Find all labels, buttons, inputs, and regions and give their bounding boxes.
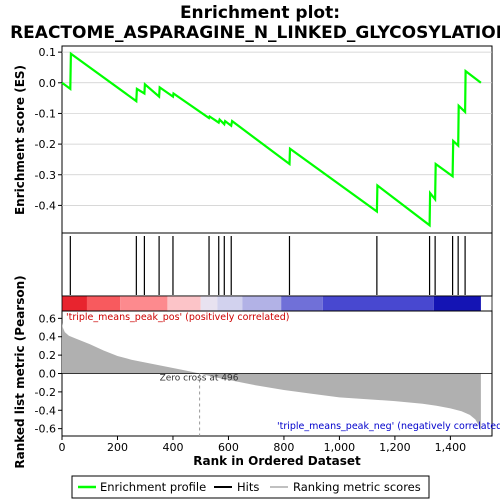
zero-cross-label: Zero cross at 496 bbox=[160, 374, 239, 384]
colorbar-segment bbox=[86, 296, 121, 311]
es-ytick-label: -0.3 bbox=[35, 169, 56, 182]
legend: Enrichment profile Hits Ranking metric s… bbox=[71, 475, 430, 499]
hits-panel-frame bbox=[61, 232, 493, 297]
x-tick-label: 1,400 bbox=[435, 441, 467, 454]
ranking-metric-area bbox=[62, 322, 481, 431]
x-tick-label: 1,200 bbox=[379, 441, 411, 454]
legend-hits-label: Hits bbox=[237, 480, 259, 494]
metric-ytick-label: 0.0 bbox=[39, 368, 57, 381]
colorbar-segment bbox=[242, 296, 282, 311]
metric-ytick-label: -0.4 bbox=[35, 404, 56, 417]
es-y-axis-label: Enrichment score (ES) bbox=[13, 65, 27, 215]
legend-box bbox=[71, 475, 430, 499]
es-ytick-label: -0.1 bbox=[35, 107, 56, 120]
metric-ytick-label: 0.6 bbox=[39, 312, 57, 325]
metric-panel: Zero cross at 496 'triple_means_peak_pos… bbox=[13, 275, 500, 468]
colorbar-segment bbox=[200, 296, 218, 311]
es-ytick-label: -0.2 bbox=[35, 138, 56, 151]
chart-title-line1: Enrichment plot: bbox=[180, 3, 340, 23]
legend-profile-label: Enrichment profile bbox=[100, 480, 206, 494]
es-panel: 0.1 0.0 -0.1 -0.2 -0.3 -0.4 Enrichment score … bbox=[13, 45, 493, 234]
hits-panel bbox=[61, 232, 493, 297]
x-tick-label: 800 bbox=[273, 441, 294, 454]
x-tick-label: 0 bbox=[59, 441, 66, 454]
metric-ytick-label: 0.2 bbox=[39, 349, 57, 362]
metric-ytick-label: -0.6 bbox=[35, 423, 56, 436]
x-tick-label: 1,000 bbox=[324, 441, 356, 454]
colorbar-segment bbox=[322, 296, 434, 311]
colorbar-segment bbox=[217, 296, 243, 311]
metric-ytick-label: -0.2 bbox=[35, 386, 56, 399]
colorbar-segment bbox=[167, 296, 201, 311]
legend-metric-label: Ranking metric scores bbox=[293, 480, 421, 494]
positive-correlation-label: 'triple_means_peak_pos' (positively corr… bbox=[66, 312, 290, 323]
negative-correlation-label: 'triple_means_peak_neg' (negatively corr… bbox=[277, 421, 500, 432]
es-panel-frame bbox=[61, 45, 493, 234]
es-ytick-label: 0.1 bbox=[39, 46, 57, 59]
colorbar-segment bbox=[62, 296, 87, 311]
colorbar-segment bbox=[433, 296, 481, 311]
x-tick-label: 600 bbox=[218, 441, 239, 454]
x-tick-label: 200 bbox=[107, 441, 128, 454]
chart-title-line2: REACTOME_ASPARAGINE_N_LINKED_GLYCOSYLATI… bbox=[10, 23, 500, 43]
es-ytick-label: -0.4 bbox=[35, 199, 56, 212]
metric-y-axis-label: Ranked list metric (Pearson) bbox=[13, 275, 27, 468]
colorbar-segment bbox=[281, 296, 323, 311]
es-ytick-label: 0.0 bbox=[39, 77, 57, 90]
x-axis-label: Rank in Ordered Dataset bbox=[193, 454, 361, 468]
colorbar-segment bbox=[120, 296, 168, 311]
enrichment-profile-line bbox=[61, 51, 482, 228]
x-tick-label: 400 bbox=[162, 441, 183, 454]
metric-ytick-label: 0.4 bbox=[39, 331, 57, 344]
rank-colorbar bbox=[61, 295, 493, 312]
